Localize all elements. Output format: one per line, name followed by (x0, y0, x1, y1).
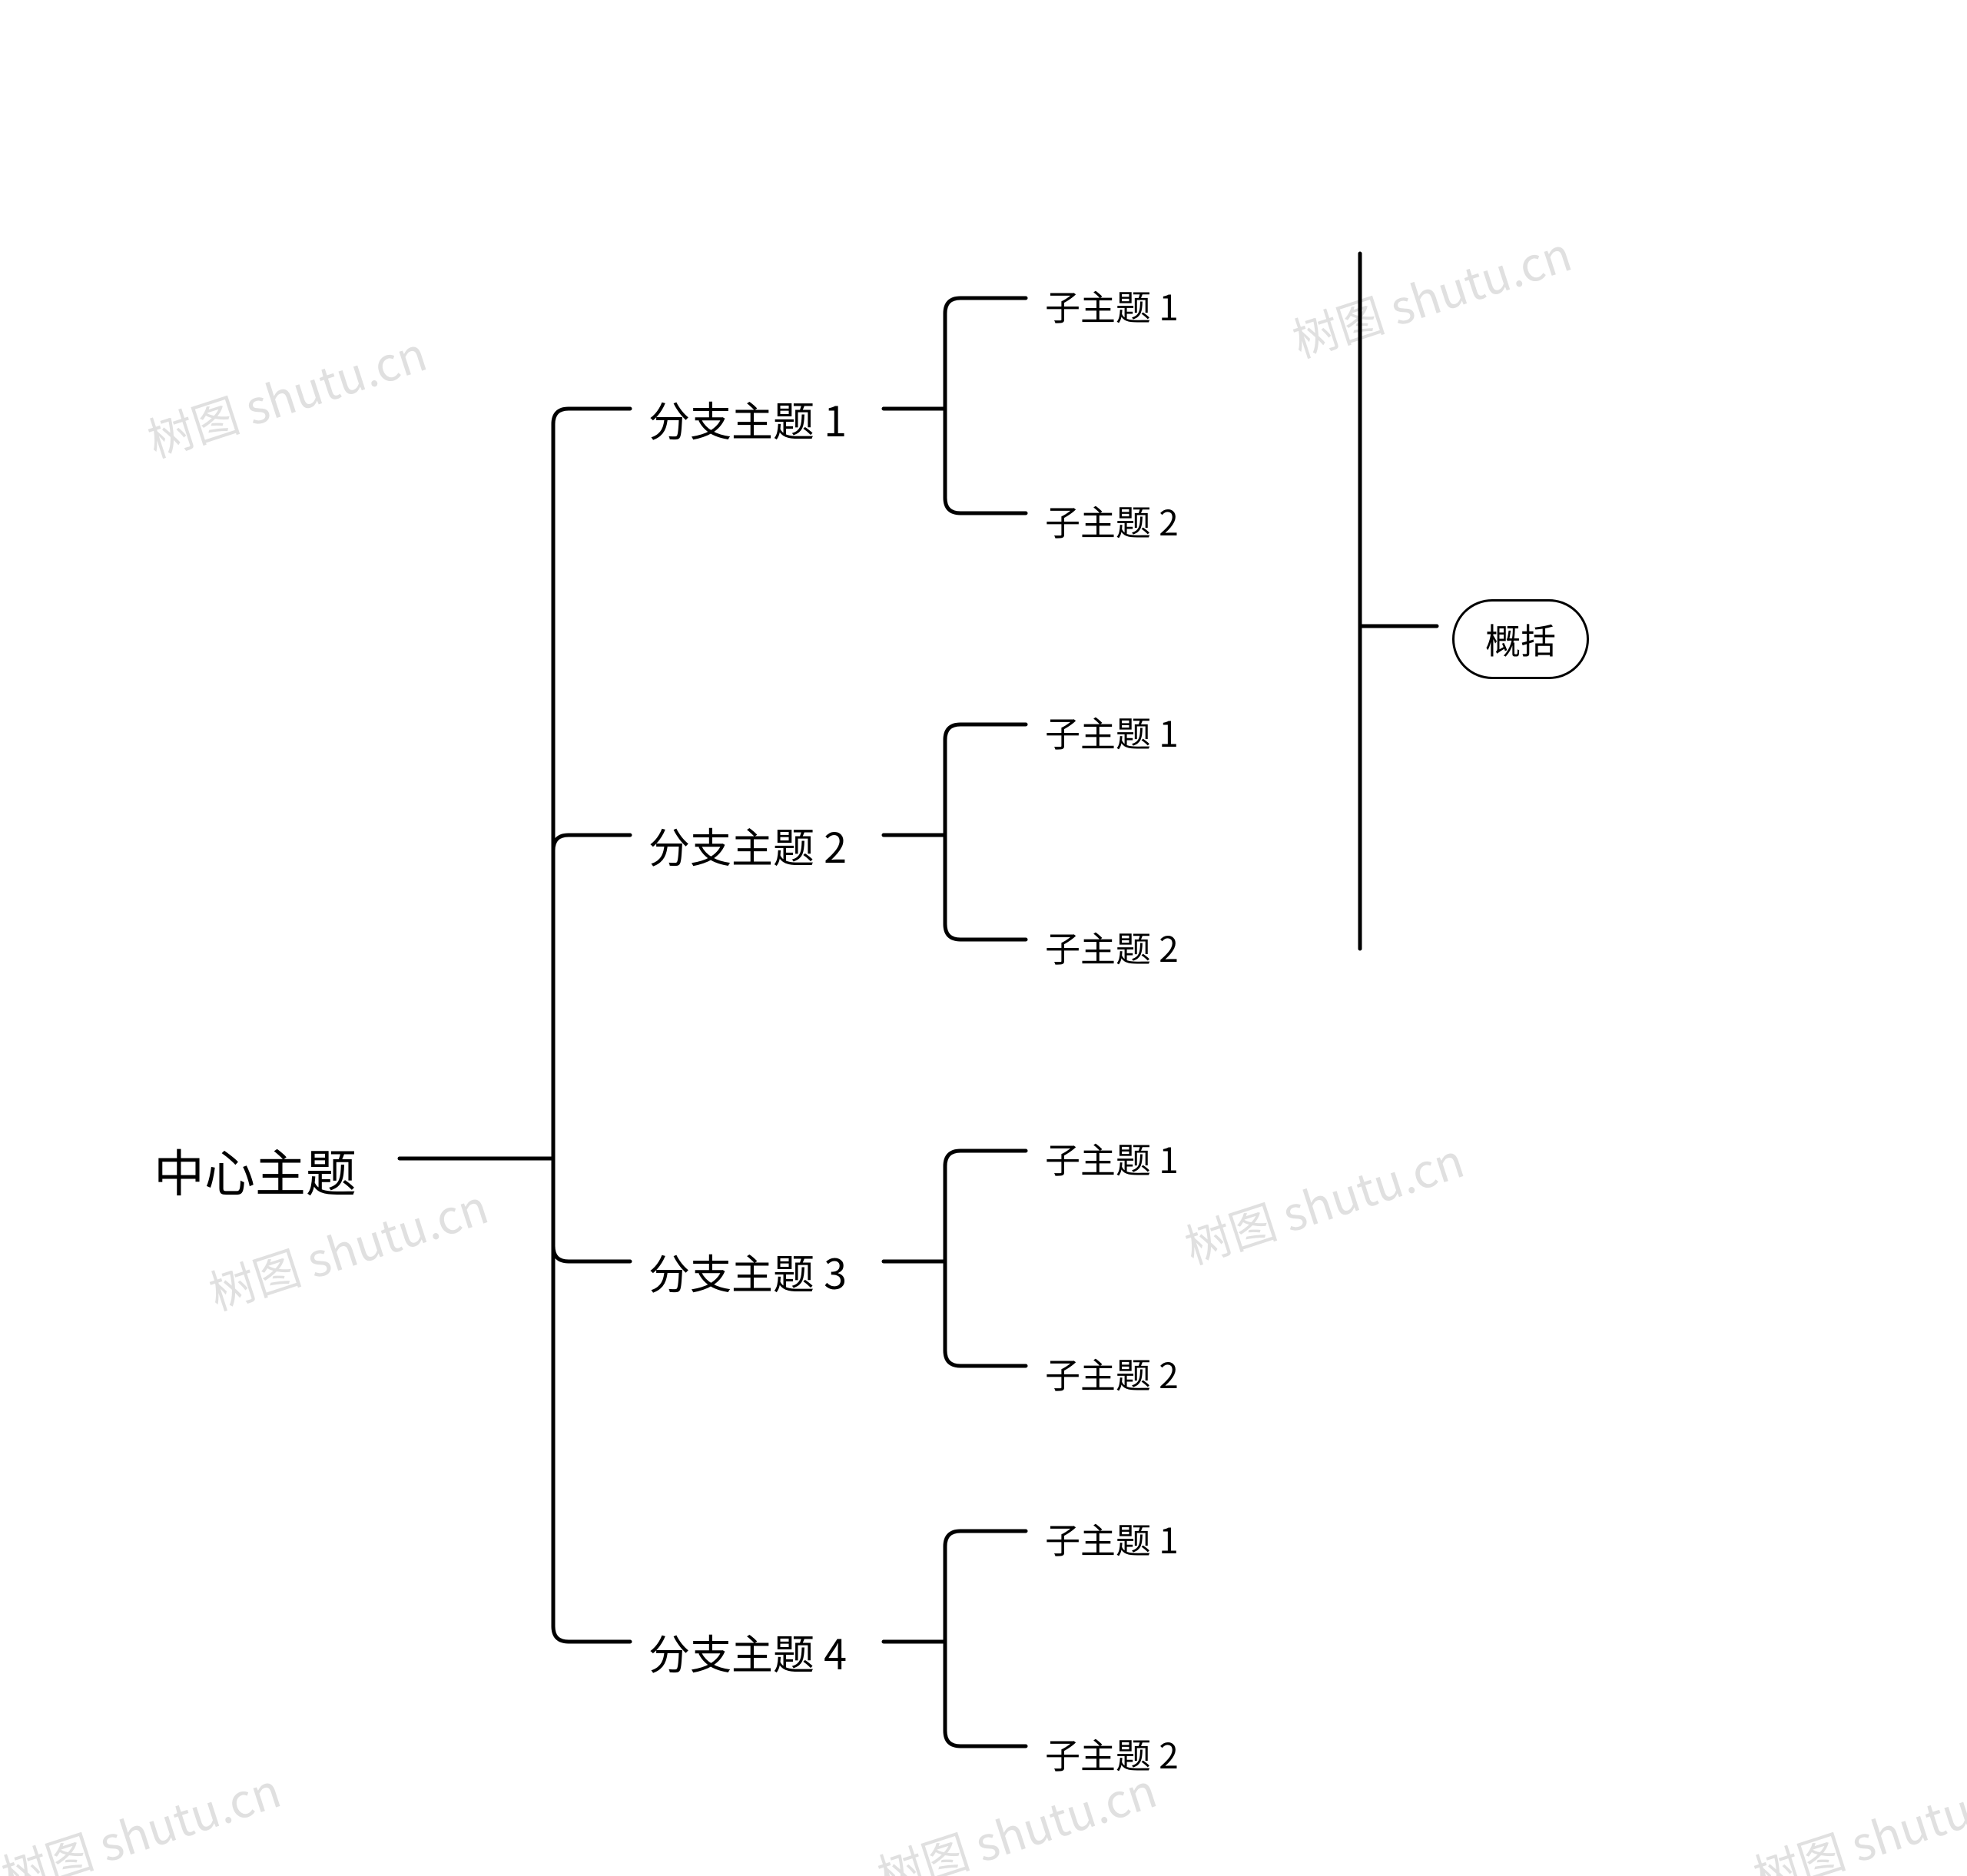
child-node-1-2[interactable]: 子主题 2 (1045, 496, 1179, 546)
watermark: 树图 shutu.cn (1176, 1125, 1471, 1278)
watermark: 树图 shutu.cn (138, 318, 434, 471)
branch-node-3[interactable]: 分支主题 3 (648, 1241, 847, 1301)
child-node-2-1[interactable]: 子主题 1 (1045, 707, 1179, 757)
child-node-1-1[interactable]: 子主题 1 (1045, 280, 1179, 331)
branch-node-4[interactable]: 分支主题 4 (648, 1621, 847, 1682)
watermark: 树图 shutu.cn (1283, 218, 1579, 371)
child-node-3-1[interactable]: 子主题 1 (1045, 1133, 1179, 1184)
watermark: 树图 shutu.cn (0, 1755, 288, 1876)
branch-node-2[interactable]: 分支主题 2 (648, 814, 847, 875)
child-node-2-2[interactable]: 子主题 2 (1045, 922, 1179, 973)
connector-lines (0, 0, 1967, 1876)
child-node-4-1[interactable]: 子主题 1 (1045, 1513, 1179, 1564)
root-node[interactable]: 中心主题 (154, 1133, 357, 1207)
branch-node-1[interactable]: 分支主题 1 (648, 388, 847, 449)
watermark: 树图 shutu.cn (1744, 1755, 1967, 1876)
child-node-4-2[interactable]: 子主题 2 (1045, 1729, 1179, 1779)
child-node-3-2[interactable]: 子主题 2 (1045, 1348, 1179, 1399)
summary-node[interactable]: 概括 (1452, 599, 1589, 679)
